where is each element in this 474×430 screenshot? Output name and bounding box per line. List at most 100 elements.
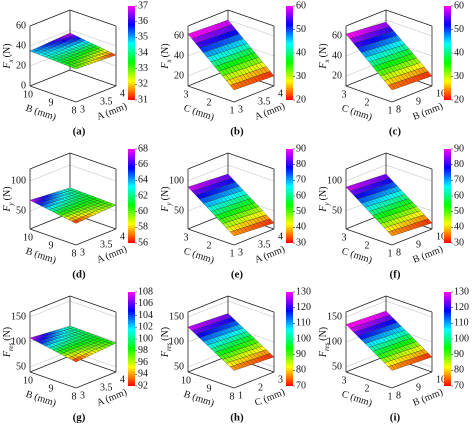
surface: [29, 32, 117, 70]
colorbar-tick-label: 130: [296, 286, 311, 297]
z-label-unit: (N): [160, 186, 171, 200]
x-tick-label: 2: [365, 383, 370, 394]
surface-cell: [229, 83, 238, 91]
z-label-sub: x: [165, 58, 173, 63]
y-tick-label: 4: [120, 88, 125, 99]
grid-line: [385, 164, 433, 182]
x-tick-label: 2: [365, 240, 370, 251]
grid-line: [385, 300, 433, 318]
colorbar: [128, 6, 135, 100]
colorbar-tick-label: 80: [454, 365, 464, 376]
colorbar-tick-label: 100: [296, 333, 311, 344]
axis-line: [187, 152, 229, 170]
colorbar-tick-label: 30: [296, 237, 306, 248]
z-label-symbol: F: [160, 205, 171, 213]
z-label-sub: y: [323, 201, 331, 206]
axis-line: [187, 85, 235, 103]
axis-line: [29, 355, 71, 373]
panel-label: (h): [230, 412, 244, 424]
x-tick-label: 10: [23, 89, 33, 100]
panel-label: (d): [72, 269, 86, 281]
y-tick-label: 9: [416, 96, 421, 107]
z-tick-label: 50: [332, 361, 342, 372]
axis-line: [227, 9, 275, 27]
y-tick-label: 4: [278, 88, 283, 99]
y-tick-label: 8: [396, 247, 401, 258]
colorbar-tick-label: 70: [454, 380, 464, 391]
z-tick-label: 40: [16, 40, 26, 51]
z-tick-label: 100: [11, 175, 26, 186]
colorbar-tick-label: 50: [454, 206, 464, 217]
z-label-symbol: F: [160, 62, 171, 70]
axis-line: [345, 355, 387, 373]
surface-cell: [71, 219, 80, 224]
z-tick-label: 50: [174, 205, 184, 216]
axis-line: [69, 9, 117, 27]
z-label-symbol: F: [318, 205, 329, 213]
axis-line: [29, 69, 71, 87]
colorbar-tick-label: 90: [454, 143, 464, 154]
x-tick-label: 8: [72, 105, 77, 116]
colorbar-tick-label: 120: [296, 302, 311, 313]
x-tick-label: 1: [388, 105, 393, 116]
y-tick-label: 3.5: [100, 239, 113, 250]
z-label-symbol: F: [318, 62, 329, 70]
z-label-sub: y: [7, 201, 15, 206]
axis-line: [187, 371, 235, 389]
axis-line: [29, 9, 71, 27]
y-tick-label: 9: [416, 239, 421, 250]
colorbar-tick-label: 34: [138, 47, 148, 58]
colorbar-tick-label: 60: [454, 190, 464, 201]
panel-label: (f): [390, 269, 401, 281]
colorbar-tick-label: 90: [296, 143, 306, 154]
z-label-unit: (N): [318, 186, 329, 200]
y-tick-label: 10: [436, 88, 446, 99]
colorbar-tick-label: 70: [296, 175, 306, 186]
colorbar: [286, 6, 293, 100]
colorbar-tick-label: 98: [138, 345, 148, 356]
surface: [345, 173, 433, 237]
axis-line: [345, 295, 387, 313]
axis-line: [391, 85, 433, 103]
surface-cell: [71, 66, 80, 70]
colorbar-tick-label: 50: [454, 24, 464, 35]
z-tick-label: 60: [16, 20, 26, 31]
panel-label: (a): [73, 126, 86, 138]
x-tick-label: 9: [49, 97, 54, 108]
colorbar-tick-label: 96: [138, 357, 148, 368]
colorbar-tick-label: 60: [296, 190, 306, 201]
colorbar-tick-label: 130: [454, 286, 469, 297]
y-tick-label: 3: [80, 247, 85, 258]
colorbar-tick-label: 80: [454, 159, 464, 170]
z-axis-label: Fy(N): [160, 186, 172, 212]
y-tick-label: 3.5: [100, 382, 113, 393]
surface: [187, 313, 275, 371]
panel-label: (i): [390, 412, 401, 424]
colorbar-tick-label: 110: [296, 318, 311, 329]
x-tick-label: 8: [72, 248, 77, 259]
axis-line: [345, 152, 387, 170]
z-label-unit: (N): [318, 327, 329, 341]
z-axis-label: Fy(N): [318, 186, 330, 212]
colorbar: [128, 149, 135, 243]
colorbar: [286, 149, 293, 243]
colorbar: [444, 292, 451, 386]
axis-line: [75, 85, 117, 103]
z-tick-label: 150: [169, 311, 184, 322]
colorbar-tick-label: 90: [454, 349, 464, 360]
y-tick-label: 3.5: [100, 96, 113, 107]
axis-line: [227, 152, 275, 170]
grid-line: [69, 325, 117, 343]
axis-line: [345, 228, 393, 246]
axis-line: [385, 152, 433, 170]
y-tick-label: 10: [436, 374, 446, 385]
x-tick-label: 10: [23, 232, 33, 243]
colorbar-tick-label: 30: [454, 71, 464, 82]
grid-line: [29, 300, 71, 318]
y-tick-label: 9: [416, 382, 421, 393]
y-tick-label: 4: [120, 374, 125, 385]
x-tick-label: 2: [207, 240, 212, 251]
axis-line: [187, 228, 235, 246]
grid-line: [29, 29, 71, 47]
axis-line: [187, 9, 229, 27]
